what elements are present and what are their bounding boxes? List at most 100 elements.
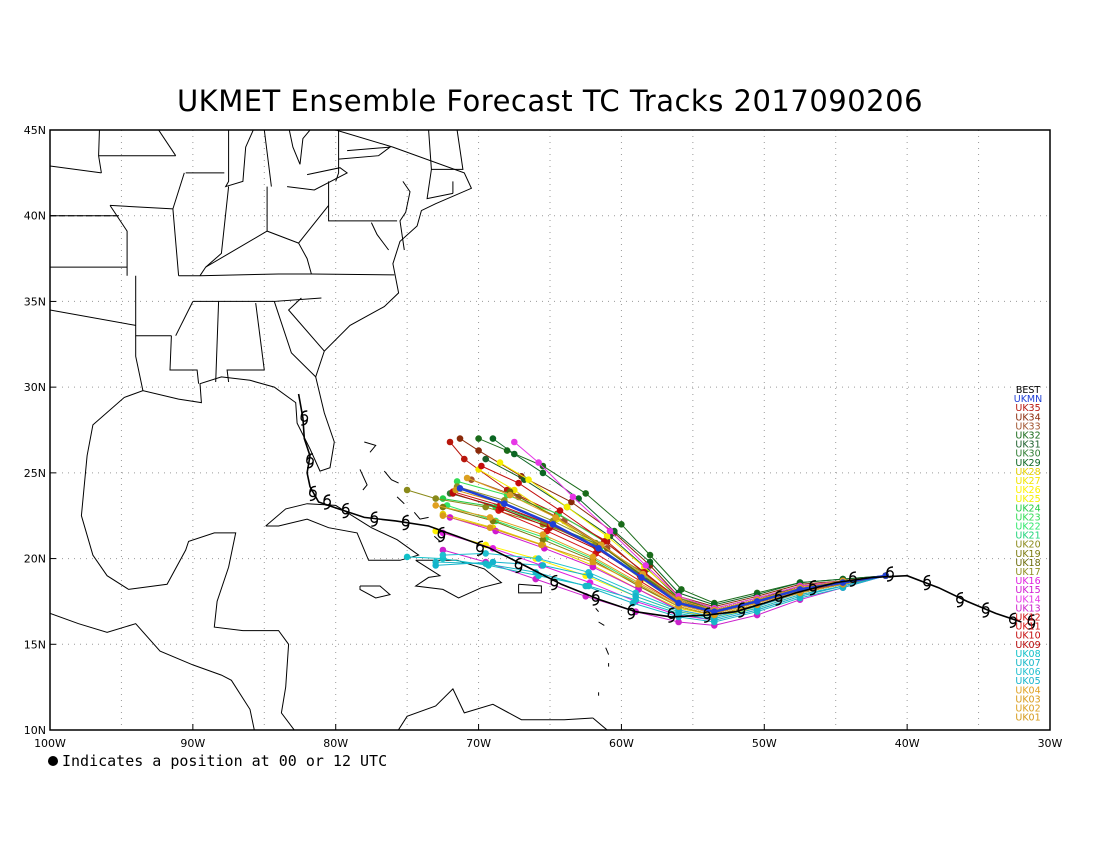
hurricane-icon xyxy=(809,580,817,596)
coastline xyxy=(595,607,599,613)
coastline xyxy=(164,89,270,113)
hurricane-icon xyxy=(437,526,446,543)
legend-item-uk34: UK34 xyxy=(1015,412,1040,423)
coastline xyxy=(205,186,230,268)
track-point-uk02 xyxy=(552,514,559,521)
track-point-uk05 xyxy=(432,562,440,569)
track-point-uk14 xyxy=(535,459,542,466)
coastline xyxy=(605,647,610,655)
coastline xyxy=(598,621,605,626)
coastline xyxy=(413,511,429,520)
track-point-uk14 xyxy=(642,562,649,569)
legend-item-uk29: UK29 xyxy=(1015,458,1040,469)
hurricane-icon xyxy=(923,574,931,591)
hurricane-icon xyxy=(886,566,894,582)
legend-item-uk28: UK28 xyxy=(1015,467,1040,478)
track-point-uk34 xyxy=(475,447,482,454)
legend-item-uk10: UK10 xyxy=(1015,631,1040,642)
legend-item-uk20: UK20 xyxy=(1015,540,1040,551)
legend-item-uk25: UK25 xyxy=(1015,494,1040,505)
hurricane-icon xyxy=(1009,612,1017,628)
x-tick-label: 60W xyxy=(609,737,634,750)
legend-item-uk15: UK15 xyxy=(1015,585,1040,596)
legend-item-uk14: UK14 xyxy=(1015,594,1040,605)
coastline xyxy=(50,612,256,730)
track-point-uk10 xyxy=(478,462,485,470)
legend-item-uk31: UK31 xyxy=(1015,440,1040,451)
coastlines xyxy=(50,89,610,730)
track-line-uk16 xyxy=(442,532,886,621)
track-point-uk08 xyxy=(403,553,411,561)
legend-item-uk02: UK02 xyxy=(1015,704,1040,715)
legend-item-uk35: UK35 xyxy=(1015,403,1040,414)
hurricane-icon xyxy=(1027,614,1036,630)
coastline xyxy=(338,146,392,160)
legend-item-uk19: UK19 xyxy=(1015,549,1040,560)
coastline xyxy=(273,297,322,378)
track-point-uk03 xyxy=(589,558,597,566)
track-point-uk05 xyxy=(586,572,594,579)
coastline xyxy=(172,172,185,276)
coastline xyxy=(263,130,272,187)
x-tick-label: 80W xyxy=(323,737,348,750)
track-point-uk25 xyxy=(563,503,571,511)
coastline xyxy=(109,205,128,276)
coastline xyxy=(298,205,329,275)
coastline xyxy=(215,301,220,383)
legend-item-uk23: UK23 xyxy=(1015,512,1040,523)
y-tick-label: 20N xyxy=(24,553,46,566)
hurricane-icon xyxy=(774,590,783,606)
coastline xyxy=(396,496,405,505)
legend-item-uk21: UK21 xyxy=(1015,531,1040,542)
coastline xyxy=(178,273,395,277)
coastline xyxy=(287,297,325,352)
y-tick-label: 35N xyxy=(24,295,46,308)
track-point-uk14 xyxy=(569,493,577,501)
legend-item-ukmn: UKMN xyxy=(1014,394,1043,405)
y-tick-label: 45N xyxy=(24,124,46,137)
track-point-uk20 xyxy=(482,503,490,511)
position-dot-icon xyxy=(48,756,58,766)
coastline xyxy=(135,275,172,337)
track-point-uk23 xyxy=(453,478,461,485)
best-track-line xyxy=(297,393,1022,623)
coastline xyxy=(224,130,254,188)
track-point-uk20 xyxy=(403,486,411,494)
legend-item-uk09: UK09 xyxy=(1015,640,1040,651)
ensemble-tracks xyxy=(403,435,889,629)
hurricane-icon xyxy=(627,604,636,620)
legend-item-uk30: UK30 xyxy=(1015,449,1040,460)
track-point-uk29 xyxy=(511,450,518,458)
track-point-uk05 xyxy=(489,558,497,566)
hurricane-icon xyxy=(514,557,523,574)
y-tick-label: 40N xyxy=(24,210,46,223)
hurricane-icon xyxy=(737,602,746,618)
track-point-uk07 xyxy=(482,560,490,567)
coastline xyxy=(399,181,411,251)
track-point-ukmn xyxy=(753,598,761,605)
legend-item-uk33: UK33 xyxy=(1015,421,1040,432)
track-point-uk04 xyxy=(486,514,494,521)
track-point-uk07 xyxy=(582,582,589,590)
track-point-uk03 xyxy=(439,512,447,519)
track-point-uk32 xyxy=(646,551,654,559)
plot-frame xyxy=(49,129,1051,731)
track-point-uk06 xyxy=(535,555,542,562)
hurricane-icon xyxy=(370,511,379,527)
hurricane-icon xyxy=(323,494,332,510)
track-point-uk13 xyxy=(439,546,447,554)
footnote: Indicates a position at 00 or 12 UTC xyxy=(48,752,387,770)
track-point-uk24 xyxy=(439,495,447,502)
coastline xyxy=(80,130,593,730)
track-point-uk32 xyxy=(582,490,589,497)
legend-item-uk03: UK03 xyxy=(1015,694,1040,705)
coastline xyxy=(226,369,265,383)
track-point-uk29 xyxy=(575,495,582,502)
lat-lon-grid xyxy=(50,130,1050,730)
hurricane-icon xyxy=(591,590,600,606)
legend-item-uk32: UK32 xyxy=(1015,431,1040,442)
coastline xyxy=(255,303,265,371)
legend-item-uk08: UK08 xyxy=(1015,649,1040,660)
x-tick-label: 40W xyxy=(895,737,920,750)
track-point-uk06 xyxy=(482,550,490,557)
